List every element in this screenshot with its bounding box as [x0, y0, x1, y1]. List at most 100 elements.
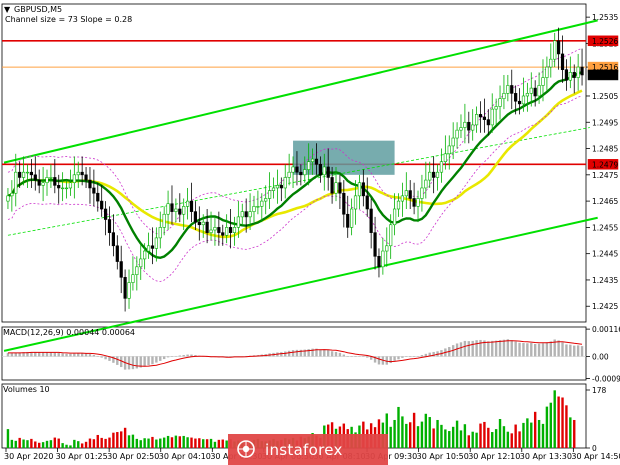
volume-bar [198, 438, 201, 448]
x-tick-label: 30 Apr 04:10 [159, 452, 211, 461]
x-tick-label: 30 Apr 09:30 [365, 452, 417, 461]
macd-bar [84, 353, 88, 357]
candle-body [389, 224, 393, 247]
candle-body [447, 145, 451, 155]
macd-bar [30, 351, 33, 357]
candle-body [72, 174, 76, 184]
candle-body [443, 153, 447, 162]
candle-body [119, 261, 123, 278]
volume-bar [131, 434, 135, 448]
macd-bar [471, 340, 474, 357]
volume-bar [440, 424, 443, 448]
price-label: 1.2526 [592, 37, 618, 46]
candle-body [322, 166, 326, 176]
candle-body [369, 208, 373, 233]
envelope-lower-line [7, 95, 583, 282]
channel-info: Channel size = 73 Slope = 0.28 [5, 15, 132, 24]
volume-bar [6, 429, 10, 448]
candle-body [541, 77, 545, 86]
macd-bar [377, 356, 381, 365]
macd-bar [373, 356, 377, 363]
candle-body [486, 119, 490, 126]
candle-body [408, 190, 412, 199]
candle-body [475, 114, 479, 126]
candle-body [166, 203, 170, 215]
volume-bar [483, 421, 486, 448]
volume-bar [41, 442, 45, 448]
volume-bar [84, 441, 88, 448]
y-axis: 1.25351.25251.25161.25051.24951.24851.24… [586, 13, 620, 453]
volume-bar [545, 406, 549, 448]
macd-bar [166, 356, 170, 358]
macd-bar [533, 343, 537, 357]
channel-upper-line [3, 19, 598, 164]
candle-body [435, 171, 440, 178]
candle-body [76, 171, 80, 176]
macd-bar [479, 339, 482, 357]
volume-bar [53, 437, 57, 448]
macd-bar [569, 344, 572, 357]
macd-bar [463, 340, 467, 357]
candle-body [111, 232, 115, 247]
candle-body [580, 66, 584, 76]
volume-bar [526, 418, 529, 448]
candle-body [451, 137, 455, 147]
candle-body [127, 282, 131, 299]
volume-bar [377, 419, 381, 448]
volume-bar [424, 413, 428, 448]
volume-bar [61, 443, 64, 448]
volume-bar [389, 426, 392, 448]
candle-body [279, 185, 283, 189]
volume-bar [18, 437, 21, 448]
macd-bar [96, 356, 99, 357]
candle-body [291, 166, 295, 173]
volume-bar [549, 402, 553, 448]
macd-bar [291, 350, 295, 357]
candle-body [232, 227, 237, 233]
candle-body [260, 200, 264, 207]
sma-slow-line [7, 89, 583, 239]
candle-body [533, 87, 537, 97]
volume-bar [498, 419, 502, 448]
macd-bar [506, 339, 510, 357]
volume-bar [49, 440, 53, 448]
candle-body [283, 177, 287, 189]
candle-body [553, 40, 557, 60]
candle-body [494, 106, 498, 110]
macd-bar [159, 356, 162, 361]
candle-body [18, 171, 22, 178]
candle-body [365, 195, 369, 210]
macd-bar [303, 349, 306, 357]
candle-body [84, 174, 88, 181]
candle-body [420, 187, 424, 199]
macd-signal-line [8, 340, 583, 367]
volume-bar [412, 412, 416, 448]
candle-body [314, 158, 319, 165]
price-lines [2, 19, 598, 352]
volume-bar [553, 390, 556, 448]
macd-bar [354, 356, 357, 357]
volume-bar [397, 406, 400, 448]
candle-body [57, 185, 61, 189]
price-label: 1.2513 [592, 71, 618, 80]
volume-bar [565, 405, 568, 448]
volume-bar [487, 427, 490, 448]
volume-bar [65, 444, 68, 448]
macd-bar [358, 355, 361, 357]
candle-body [264, 198, 268, 202]
volume-bar [104, 438, 107, 448]
candle-body [334, 182, 338, 194]
candle-body [568, 72, 572, 81]
macd-bar [295, 349, 299, 357]
volume-bar [162, 437, 166, 448]
volume-bar [100, 437, 103, 448]
channel-lower-line [3, 216, 598, 352]
candle-body [236, 216, 240, 228]
volume-bar [217, 439, 221, 448]
volume-bar [569, 417, 572, 448]
volume-bar [451, 426, 455, 448]
candle-body [385, 245, 389, 252]
symbol-title-icon[interactable]: ▼ [4, 5, 11, 14]
volume-bar [436, 419, 439, 448]
volume-bar [96, 434, 99, 448]
